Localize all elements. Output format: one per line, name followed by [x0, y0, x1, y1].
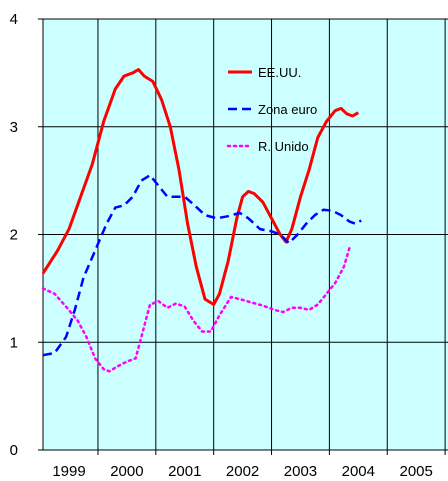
- series-line-0: [41, 68, 360, 306]
- x-tick-label-6: 2005: [399, 463, 432, 480]
- x-tick-label-4: 2003: [284, 463, 317, 480]
- x-tick-labels: 1999 2000 2001 2002 2003 2004 2005: [52, 463, 433, 480]
- legend-label-1: Zona euro: [258, 102, 317, 117]
- y-tick-label-0: 0: [10, 442, 18, 459]
- y-tick-label-1: 1: [10, 334, 18, 351]
- legend-label-0: EE.UU.: [258, 65, 301, 80]
- y-tick-label-4: 4: [10, 11, 18, 28]
- y-tick-labels: 0 1 2 3 4: [10, 11, 18, 459]
- series-lines: [41, 68, 362, 373]
- x-tick-label-1: 2000: [110, 463, 143, 480]
- series-line-2: [41, 246, 351, 373]
- axes: [38, 18, 448, 455]
- x-tick-label-2: 2001: [168, 463, 201, 480]
- legend-label-2: R. Unido: [258, 139, 309, 154]
- x-tick-label-3: 2002: [226, 463, 259, 480]
- series-line-1: [42, 173, 362, 357]
- grid-lines: [43, 18, 448, 450]
- x-tick-label-5: 2004: [342, 463, 375, 480]
- y-tick-label-2: 2: [10, 227, 18, 244]
- legend: EE.UU. Zona euro R. Unido: [226, 65, 317, 154]
- x-tick-label-0: 1999: [52, 463, 85, 480]
- y-tick-label-3: 3: [10, 119, 18, 136]
